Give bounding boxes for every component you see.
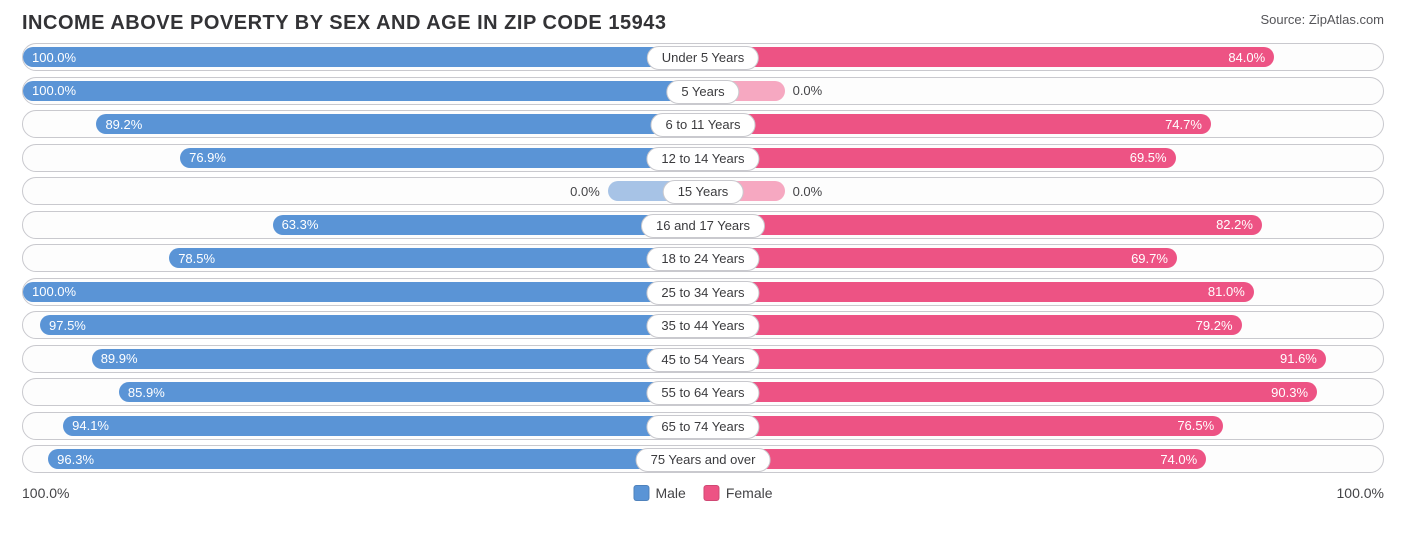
age-category-label: 55 to 64 Years <box>646 381 759 405</box>
chart-title: INCOME ABOVE POVERTY BY SEX AND AGE IN Z… <box>22 12 666 35</box>
chart-row: 100.0%81.0%25 to 34 Years <box>22 278 1384 306</box>
legend: Male Female <box>633 485 772 501</box>
age-category-label: 25 to 34 Years <box>646 281 759 305</box>
age-category-label: 45 to 54 Years <box>646 348 759 372</box>
population-pyramid-chart: 100.0%84.0%Under 5 Years100.0%0.0%5 Year… <box>0 43 1406 473</box>
male-value: 0.0% <box>570 178 600 204</box>
age-category-label: 15 Years <box>663 180 744 204</box>
female-bar: 81.0% <box>703 282 1254 302</box>
female-bar: 74.0% <box>703 449 1206 469</box>
chart-row: 76.9%69.5%12 to 14 Years <box>22 144 1384 172</box>
chart-row: 100.0%84.0%Under 5 Years <box>22 43 1384 71</box>
legend-male: Male <box>633 485 685 501</box>
age-category-label: 18 to 24 Years <box>646 247 759 271</box>
age-category-label: 75 Years and over <box>636 448 771 472</box>
male-bar: 100.0% <box>23 47 703 67</box>
chart-row: 78.5%69.7%18 to 24 Years <box>22 244 1384 272</box>
female-swatch-icon <box>704 485 720 501</box>
male-bar: 76.9% <box>180 148 703 168</box>
legend-female-label: Female <box>726 485 773 501</box>
male-bar: 100.0% <box>23 81 703 101</box>
chart-row: 94.1%76.5%65 to 74 Years <box>22 412 1384 440</box>
male-bar: 89.2% <box>96 114 703 134</box>
female-bar: 69.5% <box>703 148 1176 168</box>
male-bar: 94.1% <box>63 416 703 436</box>
axis-left-label: 100.0% <box>22 485 69 501</box>
age-category-label: 5 Years <box>666 80 739 104</box>
axis-right-label: 100.0% <box>1337 485 1384 501</box>
male-bar: 89.9% <box>92 349 703 369</box>
male-bar: 97.5% <box>40 315 703 335</box>
male-swatch-icon <box>633 485 649 501</box>
chart-row: 89.9%91.6%45 to 54 Years <box>22 345 1384 373</box>
male-bar: 78.5% <box>169 248 703 268</box>
female-bar: 84.0% <box>703 47 1274 67</box>
age-category-label: 65 to 74 Years <box>646 415 759 439</box>
female-bar: 69.7% <box>703 248 1177 268</box>
male-bar: 63.3% <box>273 215 703 235</box>
legend-male-label: Male <box>655 485 685 501</box>
age-category-label: 12 to 14 Years <box>646 147 759 171</box>
age-category-label: Under 5 Years <box>647 46 759 70</box>
female-value: 0.0% <box>793 178 823 204</box>
chart-row: 85.9%90.3%55 to 64 Years <box>22 378 1384 406</box>
female-bar: 74.7% <box>703 114 1211 134</box>
age-category-label: 35 to 44 Years <box>646 314 759 338</box>
female-value: 0.0% <box>793 78 823 104</box>
legend-female: Female <box>704 485 773 501</box>
chart-source: Source: ZipAtlas.com <box>1260 12 1384 27</box>
chart-row: 0.0% 0.0% 15 Years <box>22 177 1384 205</box>
chart-row: 63.3%82.2%16 and 17 Years <box>22 211 1384 239</box>
age-category-label: 16 and 17 Years <box>641 214 765 238</box>
chart-row: 89.2%74.7%6 to 11 Years <box>22 110 1384 138</box>
chart-header: INCOME ABOVE POVERTY BY SEX AND AGE IN Z… <box>0 0 1406 43</box>
male-bar: 85.9% <box>119 382 703 402</box>
chart-row: 100.0% 0.0% 5 Years <box>22 77 1384 105</box>
female-bar: 76.5% <box>703 416 1223 436</box>
age-category-label: 6 to 11 Years <box>651 113 756 137</box>
male-bar: 96.3% <box>48 449 703 469</box>
female-bar: 90.3% <box>703 382 1317 402</box>
chart-row: 96.3%74.0%75 Years and over <box>22 445 1384 473</box>
female-bar: 79.2% <box>703 315 1242 335</box>
female-bar: 91.6% <box>703 349 1326 369</box>
chart-footer: 100.0% Male Female 100.0% <box>0 479 1406 501</box>
chart-row: 97.5%79.2%35 to 44 Years <box>22 311 1384 339</box>
female-bar: 82.2% <box>703 215 1262 235</box>
male-bar: 100.0% <box>23 282 703 302</box>
